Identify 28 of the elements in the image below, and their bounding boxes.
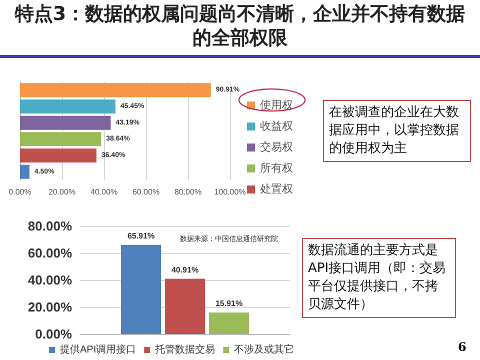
legend-label: 托管数据交易 (154, 344, 216, 356)
y-tick-label: 0.00% (35, 326, 72, 342)
x-tick-label: 60.00% (132, 188, 160, 196)
bar (209, 312, 249, 334)
legend-label: 交易权 (260, 140, 293, 154)
data-label: 15.91% (215, 299, 243, 308)
legend-label: 使用权 (260, 100, 293, 112)
text: 数据流通的主要方式是API接口调用（即：交易平台仅提供接口，不拷贝源文件） (302, 238, 456, 318)
x-tick-label: 40.00% (90, 188, 118, 196)
legend-label: 处置权 (260, 182, 293, 196)
legend-label: 提供API调用接口 (60, 344, 136, 356)
x-tick-label: 80.00% (174, 188, 202, 196)
bar (165, 278, 205, 334)
y-tick-label: 40.00% (28, 272, 72, 288)
y-tick-label: 20.00% (28, 300, 72, 314)
y-tick-label: 60.00% (28, 246, 72, 260)
x-tick-label: 100.00% (214, 188, 246, 196)
data-label: 65.91% (127, 232, 155, 241)
chart-title: 特点3：数据的权属问题尚不清晰，企业并不持有数据的全部权限 (14, 2, 466, 50)
legend-label: 不涉及或其它 (234, 344, 294, 356)
y-tick-label: 80.00% (28, 218, 72, 234)
text: 在被调查的企业在大数据应用中，以掌控数据的使用权为主 (323, 100, 471, 162)
legend-label: 所有权 (260, 162, 293, 174)
bar (121, 245, 161, 334)
text: 6 (458, 340, 466, 354)
x-tick-label: 0.00% (8, 188, 32, 196)
data-label: 40.91% (171, 265, 199, 274)
legend-label: 收益权 (260, 120, 293, 132)
